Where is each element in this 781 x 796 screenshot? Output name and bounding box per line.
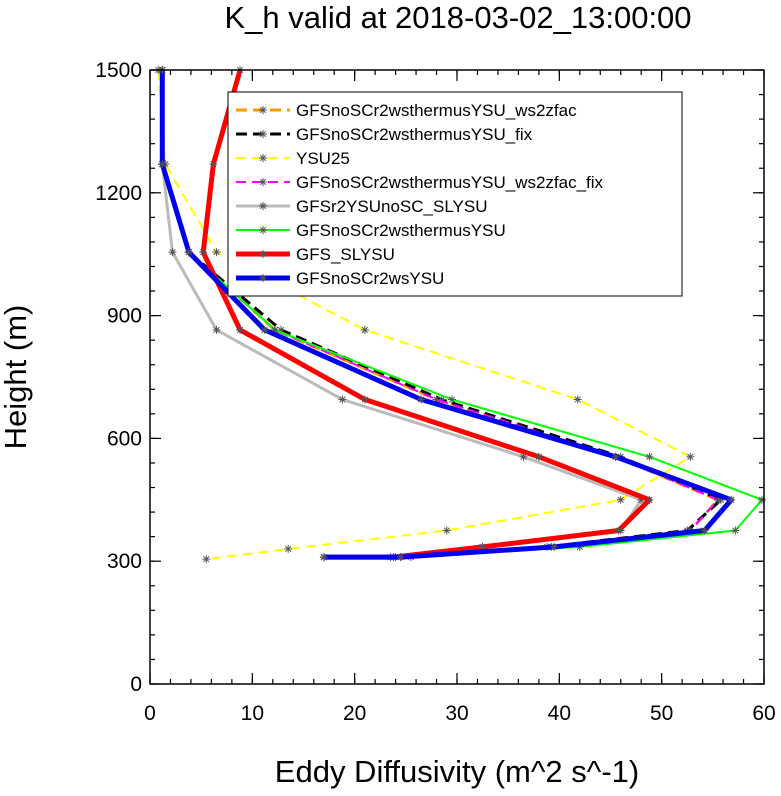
data-point [645, 495, 654, 504]
legend-marker [259, 202, 267, 210]
legend-label: GFSnoSCr2wsthermusYSU_ws2zfac_fix [296, 173, 604, 192]
legend-box [227, 91, 683, 297]
legend-label: GFSr2YSUnoSC_SLYSU [296, 197, 487, 216]
data-point [212, 248, 221, 257]
legend-marker [259, 154, 267, 162]
data-point [396, 553, 405, 562]
y-tick-label: 600 [107, 427, 142, 450]
y-axis-label: Height (m) [0, 305, 33, 450]
x-axis-label: Eddy Diffusivity (m^2 s^-1) [275, 754, 639, 789]
x-tick-label: 60 [752, 702, 775, 725]
data-point [686, 452, 695, 461]
y-tick-label: 300 [107, 550, 142, 573]
data-point [284, 544, 293, 553]
series-line [157, 69, 692, 561]
y-tick-label: 0 [130, 673, 142, 696]
data-point [447, 395, 456, 404]
legend-label: GFS_SLYSU [296, 245, 395, 264]
legend-marker [259, 226, 267, 234]
data-point [260, 325, 269, 334]
legend-marker [259, 178, 267, 186]
legend-item: GFSnoSCr2wsthermusYSU_ws2zfac [236, 101, 577, 120]
data-point [199, 248, 208, 257]
series-3 [154, 66, 695, 564]
data-point [616, 495, 625, 504]
data-point [417, 395, 426, 404]
data-point [442, 526, 451, 535]
data-point [212, 325, 221, 334]
y-tick-label: 1200 [95, 182, 142, 205]
data-point [614, 526, 623, 535]
x-tick-label: 30 [445, 702, 468, 725]
data-point [731, 526, 740, 535]
legend-marker [259, 274, 267, 282]
data-point [236, 325, 245, 334]
data-point [550, 542, 559, 551]
data-point [645, 452, 654, 461]
data-point [611, 452, 620, 461]
y-tick-label: 900 [107, 305, 142, 328]
data-point [757, 495, 766, 504]
data-point [158, 160, 167, 169]
legend-item: GFSnoSCr2wsYSU [236, 269, 444, 288]
legend-label: GFSnoSCr2wsYSU [296, 269, 444, 288]
legend-item: GFSnoSCr2wsthermusYSU_fix [236, 125, 533, 144]
data-point [700, 526, 709, 535]
legend-marker [259, 130, 267, 138]
data-point [319, 553, 328, 562]
data-point [534, 452, 543, 461]
x-tick-label: 10 [241, 702, 264, 725]
x-tick-label: 20 [343, 702, 366, 725]
legend-marker [259, 106, 267, 114]
legend-label: YSU25 [296, 149, 350, 168]
data-point [202, 555, 211, 564]
legend-item: GFSnoSCr2wsthermusYSU [236, 221, 506, 240]
legend-item: GFSr2YSUnoSC_SLYSU [236, 197, 487, 216]
legend: GFSnoSCr2wsthermusYSU_ws2zfac GFSnoSCr2ws… [227, 91, 683, 297]
legend-label: GFSnoSCr2wsthermusYSU_fix [296, 125, 533, 144]
legend-item: YSU25 [236, 149, 350, 168]
data-point [573, 395, 582, 404]
data-point [360, 395, 369, 404]
data-point [727, 495, 736, 504]
legend-item: GFSnoSCr2wsthermusYSU_ws2zfac_fix [236, 173, 604, 192]
legend-label: GFSnoSCr2wsthermusYSU [296, 221, 506, 240]
x-tick-label: 40 [548, 702, 571, 725]
x-tick-label: 50 [650, 702, 673, 725]
legend-label: GFSnoSCr2wsthermusYSU_ws2zfac [296, 101, 577, 120]
legend-marker [259, 250, 267, 258]
data-point [184, 248, 193, 257]
data-point [338, 395, 347, 404]
data-point [209, 160, 218, 169]
x-tick-label: 0 [144, 702, 156, 725]
chart-title: K_h valid at 2018-03-02_13:00:00 [224, 0, 691, 35]
data-point [168, 248, 177, 257]
y-tick-label: 1500 [95, 59, 142, 82]
data-point [360, 325, 369, 334]
legend-item: GFS_SLYSU [236, 245, 395, 264]
